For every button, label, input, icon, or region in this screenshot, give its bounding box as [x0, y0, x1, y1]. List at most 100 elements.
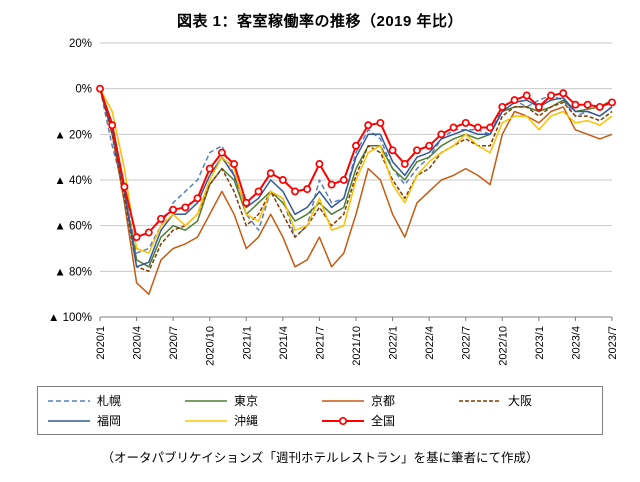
- series-札幌: [99, 88, 613, 254]
- data-point-marker: [303, 185, 312, 194]
- data-point-marker: [388, 146, 397, 155]
- data-point-marker: [559, 89, 568, 98]
- legend-line-sample: [459, 399, 501, 402]
- data-point-marker: [595, 102, 604, 111]
- series-line: [99, 88, 613, 254]
- y-tick-label: ▲ 20%: [54, 129, 92, 141]
- data-point-marker: [510, 96, 519, 105]
- y-tick-label: ▲ 100%: [48, 312, 92, 324]
- x-tick-label: 2020/10: [205, 326, 217, 366]
- series-全国: [96, 84, 616, 242]
- legend-label: 大阪: [508, 394, 533, 408]
- legend-item-札幌: 札幌: [48, 392, 181, 409]
- series-line: [99, 88, 613, 273]
- data-point-marker: [522, 91, 531, 100]
- legend-label: 札幌: [97, 394, 122, 408]
- legend-item-東京: 東京: [185, 392, 318, 409]
- x-tick-label: 2021/10: [351, 326, 363, 366]
- data-point-marker: [425, 141, 434, 150]
- x-tick-label: 2022/10: [497, 326, 509, 366]
- data-point-marker: [230, 160, 239, 168]
- legend-item-全国: 全国: [322, 412, 455, 429]
- data-point-marker: [583, 100, 592, 109]
- series-大阪: [99, 88, 613, 273]
- x-tick-label: 2020/1: [95, 326, 107, 360]
- x-tick-label: 2022/4: [424, 326, 436, 360]
- data-point-marker: [132, 233, 141, 242]
- data-point-marker: [437, 130, 446, 139]
- series-line: [99, 88, 613, 295]
- legend-item-京都: 京都: [322, 392, 455, 409]
- legend-line-sample: [322, 399, 364, 402]
- data-point-marker: [144, 228, 153, 237]
- data-point-marker: [413, 146, 421, 155]
- x-tick-label: 2021/7: [314, 326, 326, 360]
- legend-item-福岡: 福岡: [48, 412, 181, 429]
- legend-label: 福岡: [97, 414, 122, 428]
- data-point-marker: [193, 194, 202, 203]
- data-point-marker: [217, 148, 226, 157]
- data-point-marker: [498, 102, 507, 111]
- x-tick-label: 2021/4: [278, 326, 290, 360]
- legend-label: 京都: [371, 394, 396, 408]
- legend-line-sample: [322, 416, 364, 425]
- data-point-marker: [571, 100, 580, 109]
- data-point-marker: [169, 205, 178, 214]
- data-point-marker: [157, 214, 165, 223]
- legend-line-sample: [185, 399, 227, 402]
- data-point-marker: [242, 198, 251, 207]
- series-沖縄: [99, 88, 613, 254]
- y-tick-label: ▲ 40%: [54, 175, 92, 187]
- occupancy-line-chart: 20%0%▲ 20%▲ 40%▲ 60%▲ 80%▲ 100%2020/1 202…: [48, 38, 619, 366]
- legend-label: 沖縄: [234, 414, 259, 428]
- x-tick-label: 2020/4: [132, 326, 144, 360]
- x-tick-label: 2023/7: [607, 326, 619, 360]
- chart-title: 図表 1：客室稼働率の推移（2019 年比）: [176, 13, 464, 30]
- series-京都: [99, 88, 613, 295]
- data-point-marker: [181, 203, 190, 212]
- legend-line-sample: [48, 419, 90, 422]
- data-point-marker: [315, 160, 324, 168]
- data-point-marker: [266, 169, 275, 178]
- data-point-marker: [254, 187, 263, 196]
- series-line: [99, 88, 613, 254]
- legend-item-沖縄: 沖縄: [185, 412, 318, 429]
- legend-item-大阪: 大阪: [459, 392, 592, 409]
- data-point-marker: [486, 123, 495, 132]
- legend-label: 東京: [234, 394, 259, 408]
- chart-legend: 札幌 東京 京都 大阪福岡 沖縄 全国: [37, 386, 603, 435]
- series-line: [99, 88, 613, 268]
- data-point-marker: [400, 160, 409, 168]
- legend-line-sample: [48, 399, 90, 402]
- data-point-marker: [352, 141, 360, 150]
- source-note: （オータパブリケイションズ「週刊ホテルレストラン」を基に筆者にて作成）: [101, 451, 539, 465]
- x-tick-label: 2020/7: [168, 326, 180, 360]
- data-point-marker: [608, 98, 616, 107]
- data-point-marker: [96, 84, 104, 93]
- y-tick-label: ▲ 60%: [54, 221, 92, 233]
- x-tick-label: 2021/1: [241, 326, 253, 360]
- series-福岡: [99, 88, 613, 268]
- y-tick-label: 0%: [75, 84, 92, 96]
- x-axis-labels: 2020/1 2020/4 2020/7 2020/10 2021/1 2021/4 202…: [95, 317, 619, 366]
- data-point-marker: [291, 187, 299, 196]
- x-tick-label: 2022/1: [388, 326, 400, 360]
- legend-label: 全国: [371, 414, 396, 428]
- x-tick-label: 2023/4: [570, 326, 582, 360]
- data-point-marker: [339, 176, 348, 184]
- data-point-marker: [461, 118, 470, 127]
- data-point-marker: [449, 123, 458, 132]
- data-point-marker: [108, 121, 117, 130]
- data-point-marker: [534, 102, 543, 111]
- data-point-marker: [278, 176, 287, 184]
- data-point-marker: [376, 118, 385, 127]
- x-tick-label: 2022/7: [461, 326, 473, 360]
- data-point-marker: [205, 164, 214, 173]
- y-tick-label: ▲ 80%: [54, 266, 92, 278]
- y-tick-label: 20%: [69, 38, 92, 50]
- y-axis-labels: 20% 0% ▲ 20% ▲ 40% ▲ 60% ▲ 80% ▲ 100%: [48, 38, 92, 324]
- data-point-marker: [473, 123, 482, 132]
- data-point-marker: [327, 180, 336, 189]
- data-point-marker: [120, 182, 129, 191]
